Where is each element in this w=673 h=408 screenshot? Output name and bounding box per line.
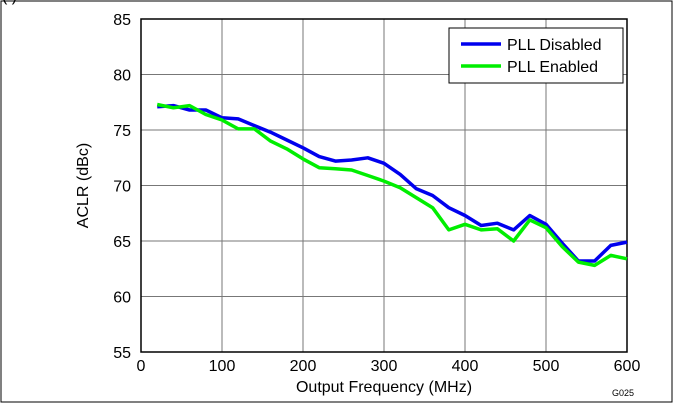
x-tick-label: 400 [452, 358, 479, 375]
x-tick-label: 300 [371, 358, 398, 375]
x-tick-label: 500 [533, 358, 560, 375]
y-tick-label: 85 [113, 12, 131, 29]
y-tick-label: 80 [113, 68, 131, 85]
y-axis-label: ACLR (dBc) [75, 143, 92, 228]
series-line-pll-enabled [156, 102, 628, 268]
legend: PLL Disabled PLL Enabled [448, 27, 624, 84]
y-tick-label: 75 [113, 123, 131, 140]
x-tick-label: 0 [137, 358, 146, 375]
axis-ticks: 0 100 200 300 400 500 600 55 60 65 70 75 80 85 [113, 12, 640, 375]
y-tick-label: 70 [113, 179, 131, 196]
series-line-pll-disabled [157, 103, 628, 263]
x-tick-label: 100 [209, 358, 236, 375]
x-axis-label: Output Frequency (MHz) [296, 379, 472, 396]
figure-id: G025 [612, 388, 634, 398]
caption-fragment: ( ) [2, 0, 17, 6]
legend-label-pll-disabled: PLL Disabled [507, 37, 602, 54]
y-tick-label: 65 [113, 234, 131, 251]
legend-label-pll-enabled: PLL Enabled [507, 59, 598, 76]
y-tick-label: 55 [113, 345, 131, 362]
y-tick-label: 60 [113, 290, 131, 307]
x-tick-label: 200 [290, 358, 317, 375]
plot-area [140, 18, 628, 353]
legend-box [448, 27, 624, 84]
series-lines [156, 102, 628, 268]
x-tick-label: 600 [614, 358, 641, 375]
